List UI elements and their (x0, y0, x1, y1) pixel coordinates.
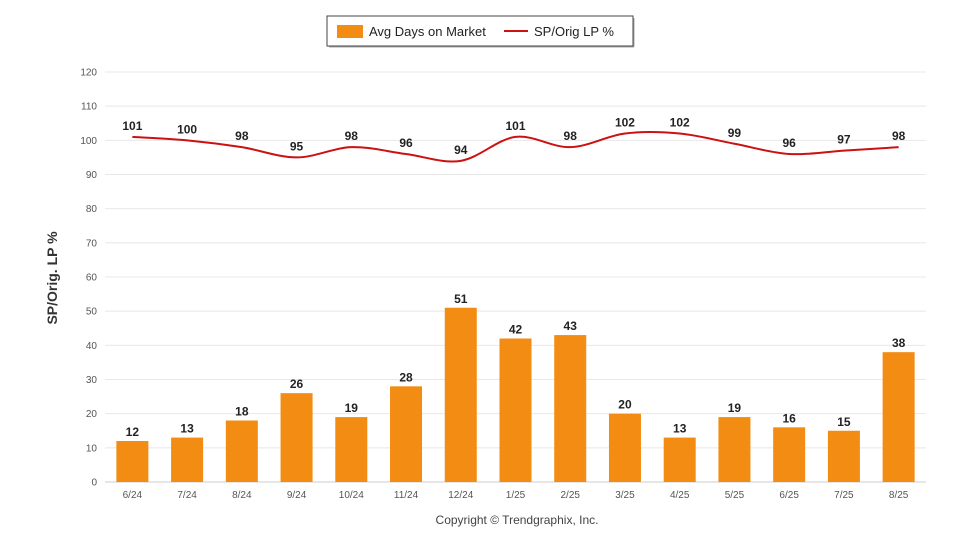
y-tick-label: 120 (80, 68, 97, 79)
legend: Avg Days on Market SP/Orig LP % (326, 15, 635, 48)
x-tick-label: 6/24 (123, 490, 143, 501)
line-data-label: 102 (615, 116, 635, 130)
bar-data-label: 13 (673, 422, 687, 436)
y-tick-label: 20 (86, 409, 98, 420)
bar-data-label: 43 (564, 319, 578, 333)
line-data-label: 100 (177, 122, 197, 136)
x-tick-label: 7/24 (177, 490, 197, 501)
x-tick-label: 2/25 (560, 490, 580, 501)
bar (608, 413, 641, 482)
bar-data-label: 51 (454, 292, 468, 306)
bar-data-label: 15 (837, 415, 851, 429)
x-tick-label: 12/24 (448, 490, 473, 501)
bar (116, 441, 149, 482)
legend-bar-label: Avg Days on Market (369, 24, 486, 39)
bar-data-label: 13 (180, 422, 194, 436)
y-axis-title: SP/Orig. LP % (44, 231, 60, 325)
x-tick-label: 6/25 (779, 490, 799, 501)
y-tick-label: 50 (86, 307, 98, 318)
bar (444, 307, 477, 482)
line-data-label: 98 (564, 129, 578, 143)
legend-line-label: SP/Orig LP % (534, 24, 614, 39)
x-tick-label: 5/25 (725, 490, 745, 501)
bar-series (116, 307, 915, 482)
bar-data-label: 19 (728, 401, 742, 415)
x-tick-label: 1/25 (506, 490, 526, 501)
line-data-label: 98 (892, 129, 906, 143)
bar (225, 420, 258, 482)
bar (499, 338, 532, 482)
bar-data-label: 19 (345, 401, 359, 415)
line-data-label: 101 (122, 119, 142, 133)
bar (390, 386, 423, 482)
bar-data-label: 28 (399, 370, 413, 384)
y-tick-label: 100 (80, 136, 97, 147)
bar (718, 417, 751, 482)
bar (827, 430, 860, 482)
x-axis-ticks: 6/24 7/24 8/24 9/24 10/24 11/24 12/24 1/25 2/25 3… (123, 490, 909, 501)
bar (882, 352, 915, 482)
y-tick-label: 0 (91, 478, 97, 489)
bar-data-label: 20 (618, 398, 632, 412)
line-data-label: 97 (837, 133, 851, 147)
y-tick-label: 90 (86, 170, 98, 181)
x-tick-label: 10/24 (339, 490, 364, 501)
x-tick-label: 9/24 (287, 490, 307, 501)
bar (171, 437, 204, 482)
bar (663, 437, 696, 482)
bar-data-label: 42 (509, 323, 523, 337)
y-axis-ticks: 0 10 20 30 40 50 60 70 80 90 100 110 120 (80, 68, 97, 489)
line-data-label: 99 (728, 126, 742, 140)
line-data-label: 102 (670, 116, 690, 130)
bar-data-label: 18 (235, 405, 249, 419)
bar-data-label: 16 (782, 411, 796, 425)
y-tick-label: 70 (86, 238, 98, 249)
line-path (132, 131, 899, 163)
x-tick-label: 8/24 (232, 490, 252, 501)
x-tick-label: 11/24 (394, 490, 419, 501)
y-tick-label: 40 (86, 341, 98, 352)
line-data-label: 101 (505, 119, 525, 133)
x-tick-label: 8/25 (889, 490, 909, 501)
y-tick-label: 60 (86, 273, 98, 284)
line-data-label: 96 (782, 136, 796, 150)
line-data-label: 96 (399, 136, 413, 150)
bar (554, 335, 587, 482)
line-series (132, 131, 899, 163)
x-tick-label: 4/25 (670, 490, 690, 501)
bar-data-label: 26 (290, 377, 304, 391)
legend-box (326, 15, 634, 47)
bar (280, 393, 313, 482)
y-tick-label: 10 (86, 443, 98, 454)
legend-bar-swatch (337, 25, 363, 38)
bar-data-label: 12 (126, 425, 140, 439)
x-tick-label: 7/25 (834, 490, 854, 501)
x-tick-label: 3/25 (615, 490, 635, 501)
line-data-label: 95 (290, 139, 304, 153)
bar (773, 427, 806, 482)
y-tick-label: 110 (81, 102, 97, 113)
line-data-label: 98 (345, 129, 359, 143)
y-tick-label: 80 (86, 204, 98, 215)
line-data-label: 94 (454, 143, 468, 157)
bar-data-label: 38 (892, 336, 906, 350)
copyright-text: Copyright © Trendgraphix, Inc. (436, 513, 599, 527)
bar (335, 417, 368, 482)
y-tick-label: 30 (86, 375, 98, 386)
line-data-label: 98 (235, 129, 249, 143)
data-labels: 12 13 18 26 19 28 51 42 43 20 13 19 16 15 38 101 100 98 95… (122, 116, 905, 440)
